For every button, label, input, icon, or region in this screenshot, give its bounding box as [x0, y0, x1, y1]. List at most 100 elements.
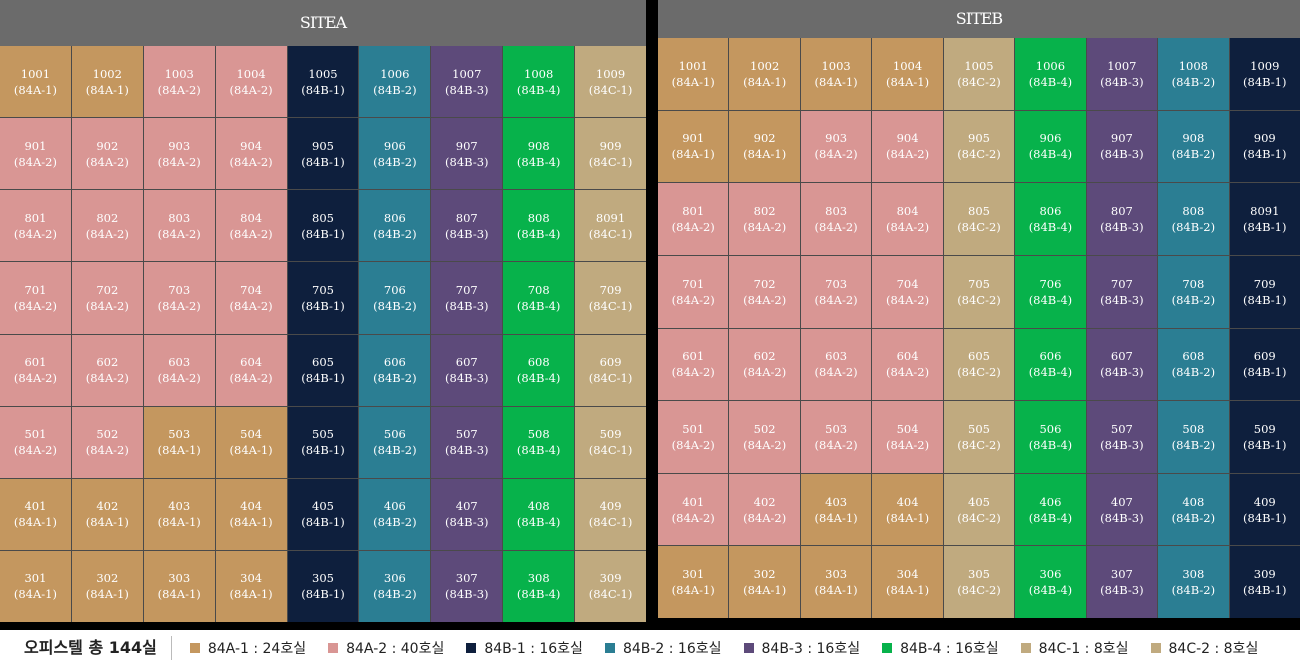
unit-cell[interactable]: 909 (84C-1)	[575, 118, 646, 190]
unit-cell[interactable]: 808 (84B-2)	[1158, 183, 1229, 255]
unit-cell[interactable]: 501 (84A-2)	[0, 406, 71, 478]
unit-cell[interactable]: 705 (84B-1)	[287, 262, 359, 334]
unit-cell[interactable]: 805 (84C-2)	[943, 183, 1015, 255]
unit-cell[interactable]: 303 (84A-1)	[143, 550, 215, 622]
unit-cell[interactable]: 404 (84A-1)	[215, 478, 287, 550]
unit-cell[interactable]: 8091 (84C-1)	[575, 190, 646, 262]
unit-cell[interactable]: 904 (84A-2)	[872, 110, 943, 183]
unit-cell[interactable]: 302 (84A-1)	[71, 550, 143, 622]
unit-cell[interactable]: 307 (84B-3)	[431, 550, 503, 622]
unit-cell[interactable]: 801 (84A-2)	[0, 190, 71, 262]
unit-cell[interactable]: 708 (84B-4)	[503, 262, 575, 334]
unit-cell[interactable]: 301 (84A-1)	[0, 550, 71, 622]
unit-cell[interactable]: 607 (84B-3)	[1086, 328, 1158, 401]
unit-cell[interactable]: 508 (84B-4)	[503, 406, 575, 478]
unit-cell[interactable]: 404 (84A-1)	[872, 473, 943, 546]
unit-cell[interactable]: 907 (84B-3)	[431, 118, 503, 190]
unit-cell[interactable]: 405 (84B-1)	[287, 478, 359, 550]
unit-cell[interactable]: 802 (84A-2)	[71, 190, 143, 262]
unit-cell[interactable]: 904 (84A-2)	[215, 118, 287, 190]
unit-cell[interactable]: 607 (84B-3)	[431, 334, 503, 406]
unit-cell[interactable]: 502 (84A-2)	[729, 401, 800, 473]
unit-cell[interactable]: 406 (84B-2)	[359, 478, 431, 550]
unit-cell[interactable]: 806 (84B-4)	[1015, 183, 1086, 255]
unit-cell[interactable]: 8091 (84B-1)	[1229, 183, 1300, 255]
unit-cell[interactable]: 902 (84A-1)	[729, 110, 800, 183]
unit-cell[interactable]: 606 (84B-4)	[1015, 328, 1086, 401]
unit-cell[interactable]: 1008 (84B-4)	[503, 46, 575, 118]
unit-cell[interactable]: 701 (84A-2)	[658, 255, 729, 328]
unit-cell[interactable]: 505 (84C-2)	[943, 401, 1015, 473]
unit-cell[interactable]: 303 (84A-1)	[800, 546, 872, 618]
unit-cell[interactable]: 903 (84A-2)	[143, 118, 215, 190]
unit-cell[interactable]: 808 (84B-4)	[503, 190, 575, 262]
unit-cell[interactable]: 409 (84B-1)	[1229, 473, 1300, 546]
unit-cell[interactable]: 601 (84A-2)	[0, 334, 71, 406]
unit-cell[interactable]: 506 (84B-4)	[1015, 401, 1086, 473]
unit-cell[interactable]: 509 (84C-1)	[575, 406, 646, 478]
unit-cell[interactable]: 707 (84B-3)	[431, 262, 503, 334]
unit-cell[interactable]: 501 (84A-2)	[658, 401, 729, 473]
unit-cell[interactable]: 1004 (84A-1)	[872, 38, 943, 110]
unit-cell[interactable]: 304 (84A-1)	[215, 550, 287, 622]
unit-cell[interactable]: 503 (84A-1)	[143, 406, 215, 478]
unit-cell[interactable]: 803 (84A-2)	[800, 183, 872, 255]
unit-cell[interactable]: 1005 (84C-2)	[943, 38, 1015, 110]
unit-cell[interactable]: 603 (84A-2)	[143, 334, 215, 406]
unit-cell[interactable]: 707 (84B-3)	[1086, 255, 1158, 328]
unit-cell[interactable]: 407 (84B-3)	[431, 478, 503, 550]
unit-cell[interactable]: 306 (84B-4)	[1015, 546, 1086, 618]
unit-cell[interactable]: 602 (84A-2)	[71, 334, 143, 406]
unit-cell[interactable]: 301 (84A-1)	[658, 546, 729, 618]
unit-cell[interactable]: 1009 (84B-1)	[1229, 38, 1300, 110]
unit-cell[interactable]: 1004 (84A-2)	[215, 46, 287, 118]
unit-cell[interactable]: 1002 (84A-1)	[71, 46, 143, 118]
unit-cell[interactable]: 907 (84B-3)	[1086, 110, 1158, 183]
unit-cell[interactable]: 506 (84B-2)	[359, 406, 431, 478]
unit-cell[interactable]: 403 (84A-1)	[143, 478, 215, 550]
unit-cell[interactable]: 1009 (84C-1)	[575, 46, 646, 118]
unit-cell[interactable]: 801 (84A-2)	[658, 183, 729, 255]
unit-cell[interactable]: 802 (84A-2)	[729, 183, 800, 255]
unit-cell[interactable]: 605 (84C-2)	[943, 328, 1015, 401]
unit-cell[interactable]: 302 (84A-1)	[729, 546, 800, 618]
unit-cell[interactable]: 703 (84A-2)	[800, 255, 872, 328]
unit-cell[interactable]: 402 (84A-2)	[729, 473, 800, 546]
unit-cell[interactable]: 1002 (84A-1)	[729, 38, 800, 110]
unit-cell[interactable]: 1001 (84A-1)	[0, 46, 71, 118]
unit-cell[interactable]: 803 (84A-2)	[143, 190, 215, 262]
unit-cell[interactable]: 901 (84A-1)	[658, 110, 729, 183]
unit-cell[interactable]: 307 (84B-3)	[1086, 546, 1158, 618]
unit-cell[interactable]: 604 (84A-2)	[872, 328, 943, 401]
unit-cell[interactable]: 706 (84B-2)	[359, 262, 431, 334]
unit-cell[interactable]: 509 (84B-1)	[1229, 401, 1300, 473]
unit-cell[interactable]: 1006 (84B-2)	[359, 46, 431, 118]
unit-cell[interactable]: 602 (84A-2)	[729, 328, 800, 401]
unit-cell[interactable]: 407 (84B-3)	[1086, 473, 1158, 546]
unit-cell[interactable]: 402 (84A-1)	[71, 478, 143, 550]
unit-cell[interactable]: 702 (84A-2)	[729, 255, 800, 328]
unit-cell[interactable]: 504 (84A-1)	[215, 406, 287, 478]
unit-cell[interactable]: 807 (84B-3)	[431, 190, 503, 262]
unit-cell[interactable]: 508 (84B-2)	[1158, 401, 1229, 473]
unit-cell[interactable]: 905 (84C-2)	[943, 110, 1015, 183]
unit-cell[interactable]: 807 (84B-3)	[1086, 183, 1158, 255]
unit-cell[interactable]: 704 (84A-2)	[215, 262, 287, 334]
unit-cell[interactable]: 507 (84B-3)	[431, 406, 503, 478]
unit-cell[interactable]: 608 (84B-2)	[1158, 328, 1229, 401]
unit-cell[interactable]: 309 (84C-1)	[575, 550, 646, 622]
unit-cell[interactable]: 903 (84A-2)	[800, 110, 872, 183]
unit-cell[interactable]: 408 (84B-4)	[503, 478, 575, 550]
unit-cell[interactable]: 504 (84A-2)	[872, 401, 943, 473]
unit-cell[interactable]: 705 (84C-2)	[943, 255, 1015, 328]
unit-cell[interactable]: 905 (84B-1)	[287, 118, 359, 190]
unit-cell[interactable]: 609 (84C-1)	[575, 334, 646, 406]
unit-cell[interactable]: 708 (84B-2)	[1158, 255, 1229, 328]
unit-cell[interactable]: 406 (84B-4)	[1015, 473, 1086, 546]
unit-cell[interactable]: 308 (84B-4)	[503, 550, 575, 622]
unit-cell[interactable]: 909 (84B-1)	[1229, 110, 1300, 183]
unit-cell[interactable]: 401 (84A-2)	[658, 473, 729, 546]
unit-cell[interactable]: 804 (84A-2)	[215, 190, 287, 262]
unit-cell[interactable]: 606 (84B-2)	[359, 334, 431, 406]
unit-cell[interactable]: 701 (84A-2)	[0, 262, 71, 334]
